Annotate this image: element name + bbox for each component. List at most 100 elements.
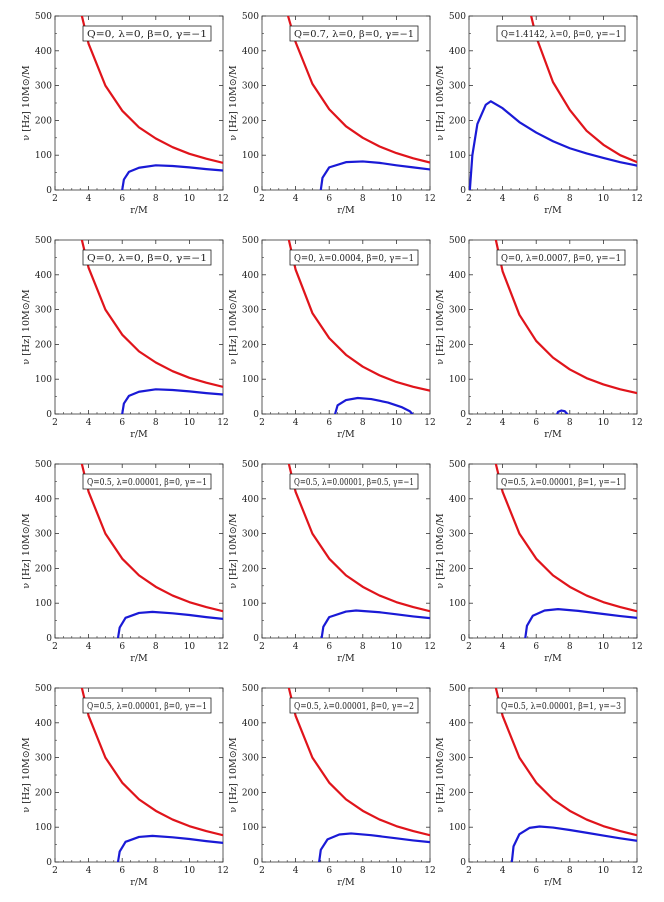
plot-frame [261,15,431,191]
blue-series-line [319,160,430,190]
annotation-text: Q=0.5, λ=0.00001, β=1, γ=−3 [501,701,621,712]
chart-panel: 2 4 6 8 10 12 0 100 200 300 400 500 r/M ν [Hz] 10M⊙/M… [228,12,436,216]
x-tick-label: 12 [217,194,228,204]
annotation-box [496,25,626,42]
y-tick-label: 500 [35,236,52,246]
x-tick-label: 2 [52,642,58,652]
x-tick-label: 12 [424,418,435,428]
x-tick-label: 8 [360,194,366,204]
annotation-box [496,249,626,266]
red-series-line [287,688,430,837]
x-tick-label: 6 [326,866,332,876]
chart-panel: 2 4 6 8 10 12 0 100 200 300 400 500 r/M ν [Hz] 10M⊙/M… [21,236,229,440]
x-tick-label: 6 [119,642,125,652]
x-tick-label: 4 [86,866,92,876]
y-tick-label: 400 [242,495,259,505]
x-tick-label: 6 [533,418,539,428]
annotation-box [82,25,212,42]
y-tick-label: 100 [35,599,52,609]
chart-panel: 2 4 6 8 10 12 0 100 200 300 400 500 r/M ν [Hz] 10M⊙/M… [435,460,643,664]
blue-series-line [556,409,569,414]
y-tick-label: 500 [242,236,259,246]
x-tick-label: 10 [184,642,196,652]
y-tick-label: 200 [449,340,466,350]
x-tick-label: 2 [52,418,58,428]
x-tick-label: 8 [567,418,573,428]
x-tick-label: 10 [184,866,196,876]
x-tick-label: 8 [567,866,573,876]
annotation-text: Q=0.5, λ=0.00001, β=0, γ=−1 [87,477,207,488]
x-tick-label: 6 [119,194,125,204]
x-tick-label: 6 [533,194,539,204]
y-tick-label: 0 [253,410,259,420]
annotation-text: Q=1.4142, λ=0, β=0, γ=−1 [501,29,621,40]
x-tick-label: 4 [293,866,299,876]
x-axis-label: r/M [130,205,148,216]
x-tick-label: 2 [259,418,265,428]
y-axis-label: ν [Hz] 10M⊙/M [435,289,446,364]
y-tick-label: 0 [46,186,52,196]
annotation-box [82,473,212,490]
x-tick-label: 4 [86,642,92,652]
red-series-line [530,16,637,164]
y-tick-label: 100 [449,151,466,161]
chart-panel: 2 4 6 8 10 12 0 100 200 300 400 500 r/M ν [Hz] 10M⊙/M… [228,236,436,440]
y-tick-label: 300 [242,306,259,316]
red-series-line [80,16,223,164]
chart-panel: 2 4 6 8 10 12 0 100 200 300 400 500 r/M ν [Hz] 10M⊙/M… [435,236,643,440]
x-tick-label: 6 [326,194,332,204]
annotation-text: Q=0.5, λ=0.00001, β=1, γ=−1 [501,477,621,488]
x-tick-label: 2 [466,418,472,428]
y-tick-label: 200 [242,116,259,126]
annotation-text: Q=0.5, λ=0.00001, β=0, γ=−1 [87,701,207,712]
x-axis-label: r/M [337,429,355,440]
x-tick-label: 12 [424,866,435,876]
y-tick-label: 300 [242,82,259,92]
x-tick-label: 10 [391,866,403,876]
chart-panel: 2 4 6 8 10 12 0 100 200 300 400 500 r/M ν [Hz] 10M⊙/M… [21,684,229,888]
x-tick-label: 2 [466,194,472,204]
annotation-box [289,697,419,714]
y-tick-label: 100 [35,375,52,385]
y-tick-label: 500 [242,12,259,22]
annotation-text: Q=0, λ=0, β=0, γ=−1 [87,29,207,40]
x-tick-label: 8 [153,418,159,428]
y-tick-label: 300 [449,530,466,540]
blue-series-line [524,608,637,638]
y-tick-label: 400 [35,719,52,729]
y-tick-label: 500 [449,236,466,246]
x-tick-label: 6 [533,642,539,652]
y-tick-label: 100 [449,599,466,609]
x-tick-label: 12 [424,642,435,652]
annotation-text: Q=0, λ=0.0004, β=0, γ=−1 [294,253,414,264]
x-tick-label: 2 [52,866,58,876]
y-tick-label: 200 [35,116,52,126]
y-tick-label: 500 [449,12,466,22]
x-tick-label: 8 [153,194,159,204]
chart-panel: 2 4 6 8 10 12 0 100 200 300 400 500 r/M ν [Hz] 10M⊙/M… [435,12,643,216]
annotation-box [289,249,419,266]
y-tick-label: 0 [253,186,259,196]
x-tick-label: 8 [153,866,159,876]
x-tick-label: 12 [631,194,642,204]
annotation-box [82,697,212,714]
y-tick-label: 100 [35,151,52,161]
blue-series-line [116,834,223,862]
y-tick-label: 100 [242,823,259,833]
blue-series-line [318,832,430,862]
plot-frame [261,687,431,863]
x-tick-label: 12 [631,642,642,652]
x-tick-label: 6 [326,642,332,652]
blue-series-line [333,396,414,414]
annotation-text: Q=0, λ=0, β=0, γ=−1 [87,253,207,264]
plot-frame [468,463,638,639]
x-axis-label: r/M [337,877,355,888]
y-tick-label: 200 [35,340,52,350]
x-tick-label: 2 [466,642,472,652]
x-tick-label: 10 [598,194,610,204]
blue-series-line [121,164,223,190]
annotation-text: Q=0.7, λ=0, β=0, γ=−1 [294,29,414,40]
x-tick-label: 12 [424,194,435,204]
x-tick-label: 2 [466,866,472,876]
x-axis-label: r/M [544,205,562,216]
